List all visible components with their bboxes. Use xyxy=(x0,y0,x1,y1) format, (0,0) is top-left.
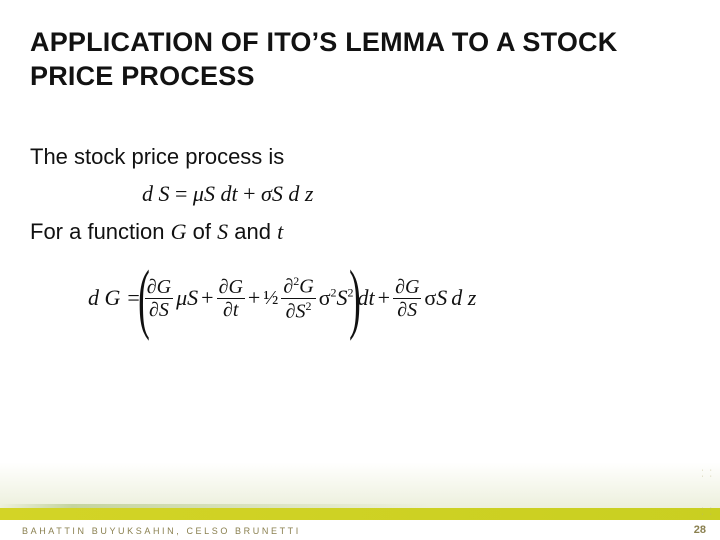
eq2-plus-3: + xyxy=(378,285,390,311)
eq2-term-4: ∂G ∂S σS d z xyxy=(393,276,476,321)
decor-dots-lower: · ·· · xyxy=(701,506,714,518)
eq2-term-1: ∂G ∂S μS xyxy=(145,276,198,321)
line2-and: and xyxy=(234,219,277,244)
eq2-dz: d z xyxy=(451,285,476,311)
intro-line-1: The stock price process is xyxy=(30,142,690,172)
eq2-lhs: d G xyxy=(88,285,120,311)
frac-d2G-dS2: ∂2G ∂S2 xyxy=(281,274,315,322)
frac3-den: ∂S2 xyxy=(284,299,314,323)
eq2-term-2: ∂G ∂t xyxy=(217,276,245,321)
slide: APPLICATION OF ITO’S LEMMA TO A STOCK PR… xyxy=(0,0,720,540)
eq1-sigma-term: σS d z xyxy=(261,181,313,206)
line2-mid: of xyxy=(193,219,217,244)
eq1-equals: = xyxy=(175,181,193,206)
frac2-num: ∂G xyxy=(217,276,245,298)
frac-dG-dt: ∂G ∂t xyxy=(217,276,245,321)
line2-S: S xyxy=(217,219,228,244)
equation-ito-lemma: d G = ( ∂G ∂S μS + ∂G ∂t + ½ ∂2G xyxy=(88,259,690,337)
frac1-den: ∂S xyxy=(147,299,171,321)
equation-stock-process: d S = μS dt + σS d z xyxy=(142,181,690,207)
eq2-term-3: ½ ∂2G ∂S2 σ2S2 xyxy=(263,274,353,322)
eq1-mu-term: μS dt xyxy=(193,181,238,206)
page-number: 28 xyxy=(694,524,706,536)
slide-title: APPLICATION OF ITO’S LEMMA TO A STOCK PR… xyxy=(30,26,690,94)
line2-pre: For a function xyxy=(30,219,171,244)
footer-band: · ·· · · ·· · BAHATTIN BUYUKSAHIN, CELSO… xyxy=(0,480,720,540)
frac3-num: ∂2G xyxy=(281,274,315,298)
eq1-lhs: d S xyxy=(142,181,170,206)
eq2-plus-1: + xyxy=(201,285,213,311)
line2-t: t xyxy=(277,219,283,244)
eq2-rparen: ) xyxy=(349,259,361,337)
footer-yellow-stripe xyxy=(0,508,720,520)
line2-G: G xyxy=(171,219,187,244)
intro-line-2: For a function G of S and t xyxy=(30,219,690,245)
eq2-muS: μS xyxy=(176,285,198,311)
frac2-den: ∂t xyxy=(221,299,240,321)
frac4-num: ∂G xyxy=(393,276,421,298)
eq2-plus-2: + xyxy=(248,285,260,311)
eq2-half: ½ xyxy=(263,287,278,310)
footer-gradient xyxy=(0,462,720,508)
eq2-sigmaS: σS xyxy=(424,285,447,311)
eq2-lparen: ( xyxy=(138,259,150,337)
frac4-den: ∂S xyxy=(395,299,419,321)
frac-dG-dS-2: ∂G ∂S xyxy=(393,276,421,321)
footer-authors: BAHATTIN BUYUKSAHIN, CELSO BRUNETTI xyxy=(22,526,301,536)
eq1-plus: + xyxy=(243,181,261,206)
decor-dots-upper: · ·· · xyxy=(701,468,714,480)
